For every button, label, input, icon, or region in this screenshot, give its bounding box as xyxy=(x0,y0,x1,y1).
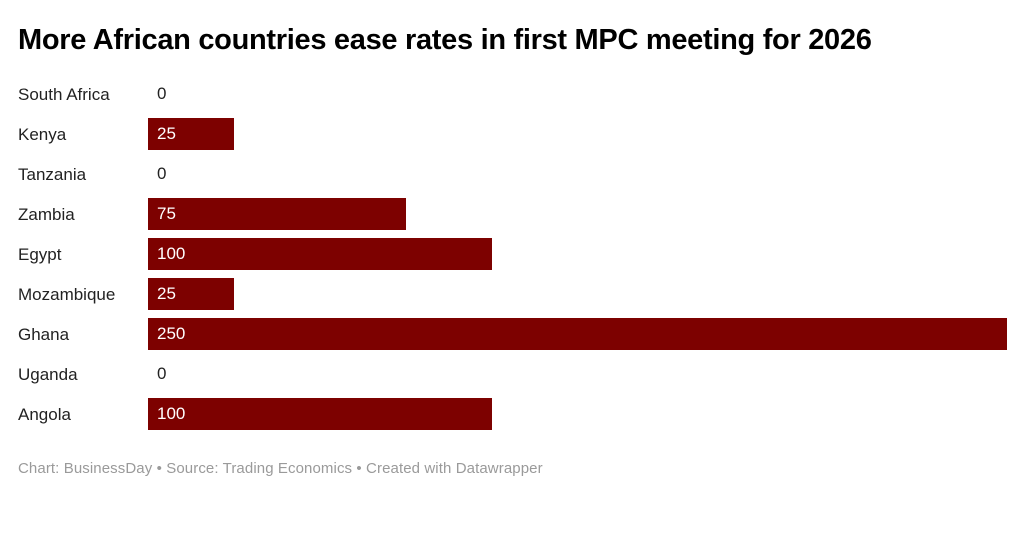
value-label: 250 xyxy=(157,324,186,343)
category-label: Uganda xyxy=(18,364,78,384)
bar[interactable]: 100 xyxy=(148,238,492,270)
bar[interactable]: 100 xyxy=(148,398,492,430)
category-label: Ghana xyxy=(18,324,70,344)
bar-track: 0 xyxy=(148,358,1007,390)
value-label: 0 xyxy=(157,164,167,183)
bar-track: 0 xyxy=(148,158,1007,190)
bar-track: 0 xyxy=(148,78,1007,110)
bar-row: South Africa 0 xyxy=(18,74,1007,114)
value-label: 100 xyxy=(157,404,186,423)
value-label: 0 xyxy=(157,84,167,103)
bar-row: Ghana 250 xyxy=(18,314,1007,354)
chart-footer: Chart: BusinessDay • Source: Trading Eco… xyxy=(18,460,543,477)
bar[interactable]: 25 xyxy=(148,278,234,310)
value-label: 100 xyxy=(157,244,186,263)
bar-chart: South Africa 0 Kenya 25 Tanzania 0 Zambia 75 Egy… xyxy=(18,74,1007,434)
bar-row: Mozambique 25 xyxy=(18,274,1007,314)
bar-row: Tanzania 0 xyxy=(18,154,1007,194)
value-label: 0 xyxy=(157,364,167,383)
value-label: 25 xyxy=(157,284,176,303)
bar-track: 100 xyxy=(148,238,1007,270)
category-label: Kenya xyxy=(18,124,67,144)
bar-row: Angola 100 xyxy=(18,394,1007,434)
bar[interactable]: 75 xyxy=(148,198,406,230)
category-label: Egypt xyxy=(18,244,62,264)
bar-rows: South Africa 0 Kenya 25 Tanzania 0 Zambia 75 Egy… xyxy=(18,74,1007,434)
category-label: Tanzania xyxy=(18,164,87,184)
bar-row: Kenya 25 xyxy=(18,114,1007,154)
bar-row: Uganda 0 xyxy=(18,354,1007,394)
bar[interactable]: 25 xyxy=(148,118,234,150)
category-label: Zambia xyxy=(18,204,75,224)
bar-track: 100 xyxy=(148,398,1007,430)
value-label: 25 xyxy=(157,124,176,143)
category-label: South Africa xyxy=(18,84,110,104)
bar-track: 25 xyxy=(148,118,1007,150)
category-label: Angola xyxy=(18,404,71,424)
value-label: 75 xyxy=(157,204,176,223)
bar-track: 250 xyxy=(148,318,1007,350)
bar-track: 75 xyxy=(148,198,1007,230)
chart-title: More African countries ease rates in fir… xyxy=(18,24,872,56)
bar-row: Zambia 75 xyxy=(18,194,1007,234)
bar[interactable]: 250 xyxy=(148,318,1007,350)
bar-row: Egypt 100 xyxy=(18,234,1007,274)
bar-track: 25 xyxy=(148,278,1007,310)
category-label: Mozambique xyxy=(18,284,116,304)
